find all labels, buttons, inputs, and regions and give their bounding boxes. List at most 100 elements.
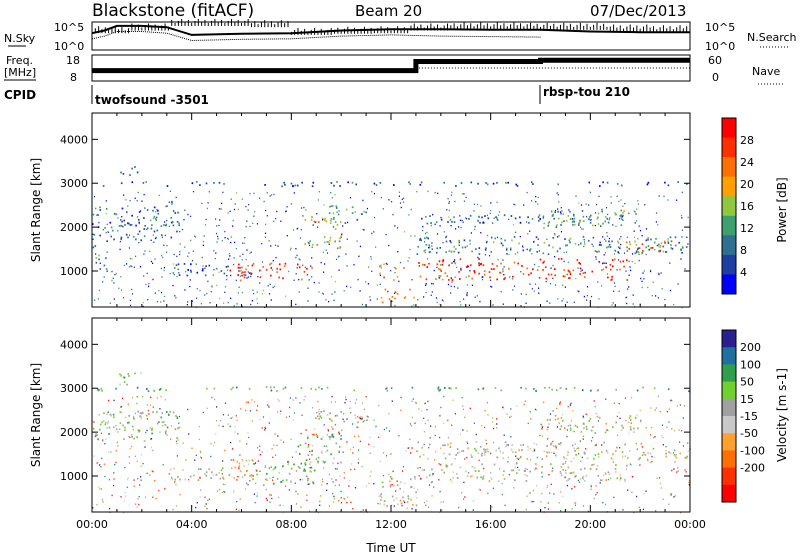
heatmap-cell (597, 456, 600, 458)
heatmap-speckle (568, 209, 570, 211)
heatmap-speckle (485, 439, 487, 441)
heatmap-speckle (267, 285, 269, 287)
heatmap-cell (106, 422, 109, 425)
heatmap-cell (507, 456, 510, 459)
heatmap-speckle (224, 286, 227, 288)
power-x-ticks (91, 113, 691, 307)
heatmap-speckle (466, 442, 469, 444)
heatmap-cell (290, 467, 293, 470)
heatmap-speckle (642, 252, 644, 254)
heatmap-speckle (148, 413, 150, 415)
heatmap-cell (422, 263, 424, 266)
heatmap-speckle (535, 409, 537, 411)
heatmap-cell (562, 275, 565, 278)
heatmap-cell (463, 239, 466, 242)
heatmap-speckle (628, 421, 630, 423)
heatmap-cell (450, 463, 453, 466)
heatmap-speckle (140, 479, 142, 481)
heatmap-cell (516, 472, 518, 475)
heatmap-speckle (625, 296, 628, 298)
heatmap-speckle (554, 234, 556, 236)
heatmap-cell (264, 466, 267, 468)
heatmap-speckle (628, 260, 630, 263)
heatmap-speckle (426, 258, 429, 260)
heatmap-cell (541, 425, 544, 428)
heatmap-cell (588, 239, 590, 242)
heatmap-speckle (256, 495, 258, 497)
heatmap-speckle (106, 223, 108, 226)
heatmap-speckle (156, 397, 158, 399)
heatmap-cell (297, 263, 299, 266)
heatmap-speckle (285, 210, 287, 212)
heatmap-cell (650, 238, 652, 241)
heatmap-cell (99, 428, 101, 431)
heatmap-speckle (679, 441, 681, 443)
heatmap-cell (250, 273, 253, 276)
heatmap-speckle (113, 282, 115, 284)
heatmap-cell (484, 215, 486, 217)
heatmap-cell (478, 215, 480, 218)
heatmap-speckle (613, 282, 616, 284)
heatmap-speckle (126, 486, 128, 488)
heatmap-cell (168, 473, 171, 475)
heatmap-speckle (96, 214, 98, 216)
heatmap-speckle (222, 425, 224, 428)
station-title: Blackstone (fitACF) (92, 1, 254, 21)
heatmap-cell (539, 218, 541, 220)
heatmap-speckle (123, 500, 125, 502)
heatmap-cell (394, 291, 397, 294)
noise-left-tick-top: 10^5 (54, 21, 84, 34)
x-tick-label: 00:00 (76, 518, 108, 531)
heatmap-cell (232, 459, 235, 461)
heatmap-cell (391, 296, 394, 298)
heatmap-speckle (194, 459, 196, 461)
heatmap-cell (425, 236, 428, 239)
heatmap-speckle (364, 419, 366, 422)
heatmap-cell (316, 435, 318, 437)
heatmap-cell (539, 258, 542, 261)
heatmap-speckle (442, 259, 445, 261)
heatmap-cell (620, 217, 622, 219)
heatmap-speckle (129, 304, 132, 307)
heatmap-cell (120, 182, 123, 185)
heatmap-cell (591, 270, 594, 273)
heatmap-speckle (554, 445, 556, 447)
heatmap-speckle (261, 427, 263, 429)
heatmap-cell (615, 450, 617, 452)
heatmap-cell (336, 414, 338, 417)
heatmap-speckle (409, 248, 411, 251)
heatmap-speckle (177, 268, 179, 271)
heatmap-speckle (330, 401, 332, 403)
heatmap-speckle (628, 432, 630, 435)
heatmap-speckle (681, 217, 683, 219)
heatmap-speckle (564, 427, 566, 429)
heatmap-cell (469, 214, 472, 217)
heatmap-speckle (473, 422, 475, 424)
heatmap-speckle (531, 253, 533, 255)
heatmap-speckle (541, 426, 543, 428)
heatmap-cell (141, 412, 143, 415)
heatmap-speckle (439, 264, 441, 266)
heatmap-speckle (546, 300, 548, 302)
cpid-program-1: twofsound -3501 (95, 93, 209, 107)
heatmap-cell (496, 218, 499, 221)
heatmap-speckle (240, 270, 242, 272)
heatmap-cell (420, 181, 423, 184)
heatmap-speckle (307, 300, 309, 302)
heatmap-speckle (171, 200, 173, 203)
heatmap-speckle (202, 265, 204, 267)
colorbar-tick-label: -15 (740, 410, 758, 423)
heatmap-cell (133, 437, 135, 440)
heatmap-speckle (642, 508, 645, 511)
heatmap-cell (326, 413, 329, 416)
heatmap-speckle (176, 275, 178, 278)
heatmap-cell (184, 478, 186, 481)
heatmap-cell (626, 464, 628, 467)
heatmap-cell (309, 470, 312, 473)
heatmap-speckle (117, 217, 119, 219)
heatmap-speckle (309, 450, 311, 453)
velocity-ylabel: Slant Range [km] (29, 363, 43, 467)
heatmap-speckle (666, 426, 668, 428)
heatmap-cell (442, 444, 444, 447)
heatmap-cell (548, 221, 550, 224)
